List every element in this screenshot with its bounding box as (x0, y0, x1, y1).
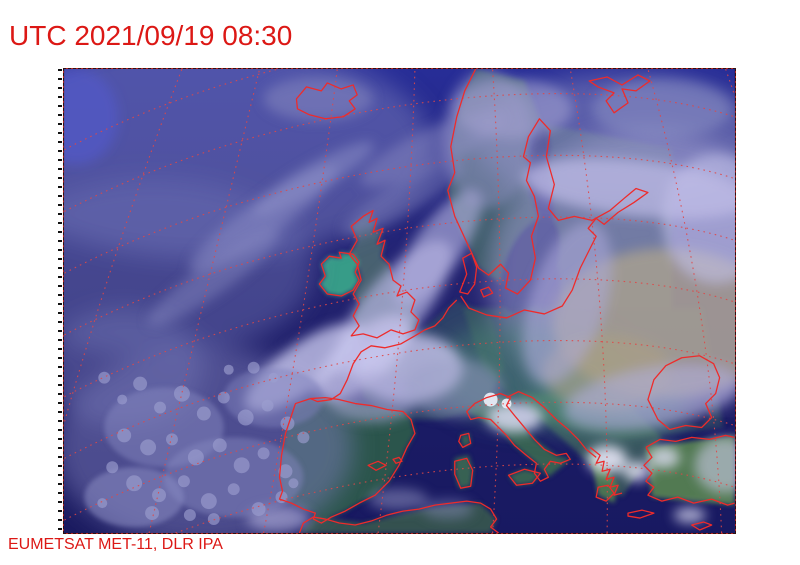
satellite-image (64, 69, 735, 533)
frame-tick-marks (58, 69, 62, 533)
cloud-layer-speckles (84, 361, 512, 528)
coastline-overlay (278, 69, 735, 533)
credit-label: EUMETSAT MET-11, DLR IPA (8, 536, 223, 553)
satellite-map (63, 68, 736, 534)
timestamp-label: UTC 2021/09/19 08:30 (9, 19, 293, 51)
graticule-grid (64, 69, 735, 533)
